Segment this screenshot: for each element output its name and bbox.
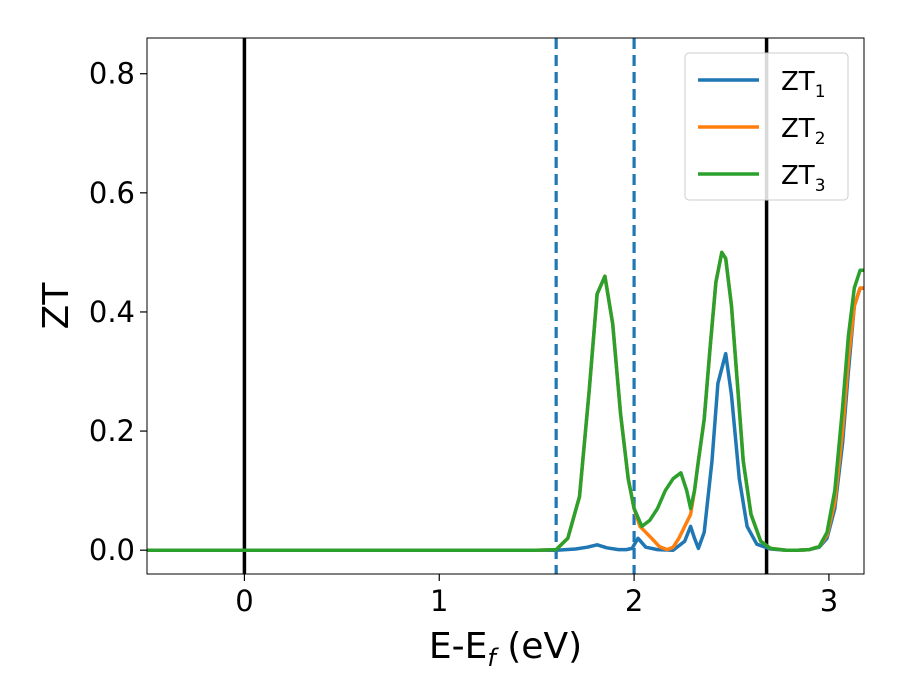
x-axis-label-unit: (eV): [496, 626, 582, 667]
legend-label-subscript: 3: [815, 176, 826, 196]
y-tick-label: 0.6: [89, 176, 135, 210]
x-tick-label: 1: [430, 584, 448, 618]
legend-label-main: ZT: [781, 67, 815, 97]
series-line-zt1: [147, 286, 864, 552]
legend-label-3: ZT3: [781, 161, 826, 196]
y-axis-label: ZT: [36, 282, 77, 330]
legend-label-subscript: 2: [815, 129, 826, 149]
legend-box: [684, 52, 849, 201]
series-line-zt2: [147, 250, 864, 552]
x-axis-label-main: E-E: [429, 626, 487, 667]
plot-frame: [146, 37, 865, 575]
y-tick-label: 0.2: [89, 414, 135, 448]
x-tick-label: 2: [625, 584, 643, 618]
y-axis-ticks: 0.0 0.2 0.4 0.6 0.8: [89, 57, 147, 567]
x-axis-ticks: 0 1 2 3: [235, 574, 838, 618]
series-line-zt3: [147, 250, 864, 552]
legend-label-main: ZT: [781, 161, 815, 191]
legend-label-2: ZT2: [781, 114, 826, 149]
legend-label-subscript: 1: [815, 82, 826, 102]
legend-label-1: ZT1: [781, 67, 826, 102]
x-axis-label: E-Ef (eV): [429, 626, 582, 672]
legend-label-main: ZT: [781, 114, 815, 144]
x-tick-label: 3: [820, 584, 838, 618]
y-tick-label: 0.0: [89, 533, 135, 567]
y-tick-label: 0.8: [89, 57, 135, 91]
x-tick-label: 0: [235, 584, 253, 618]
y-tick-label: 0.4: [89, 295, 135, 329]
series-layer: [147, 250, 864, 552]
